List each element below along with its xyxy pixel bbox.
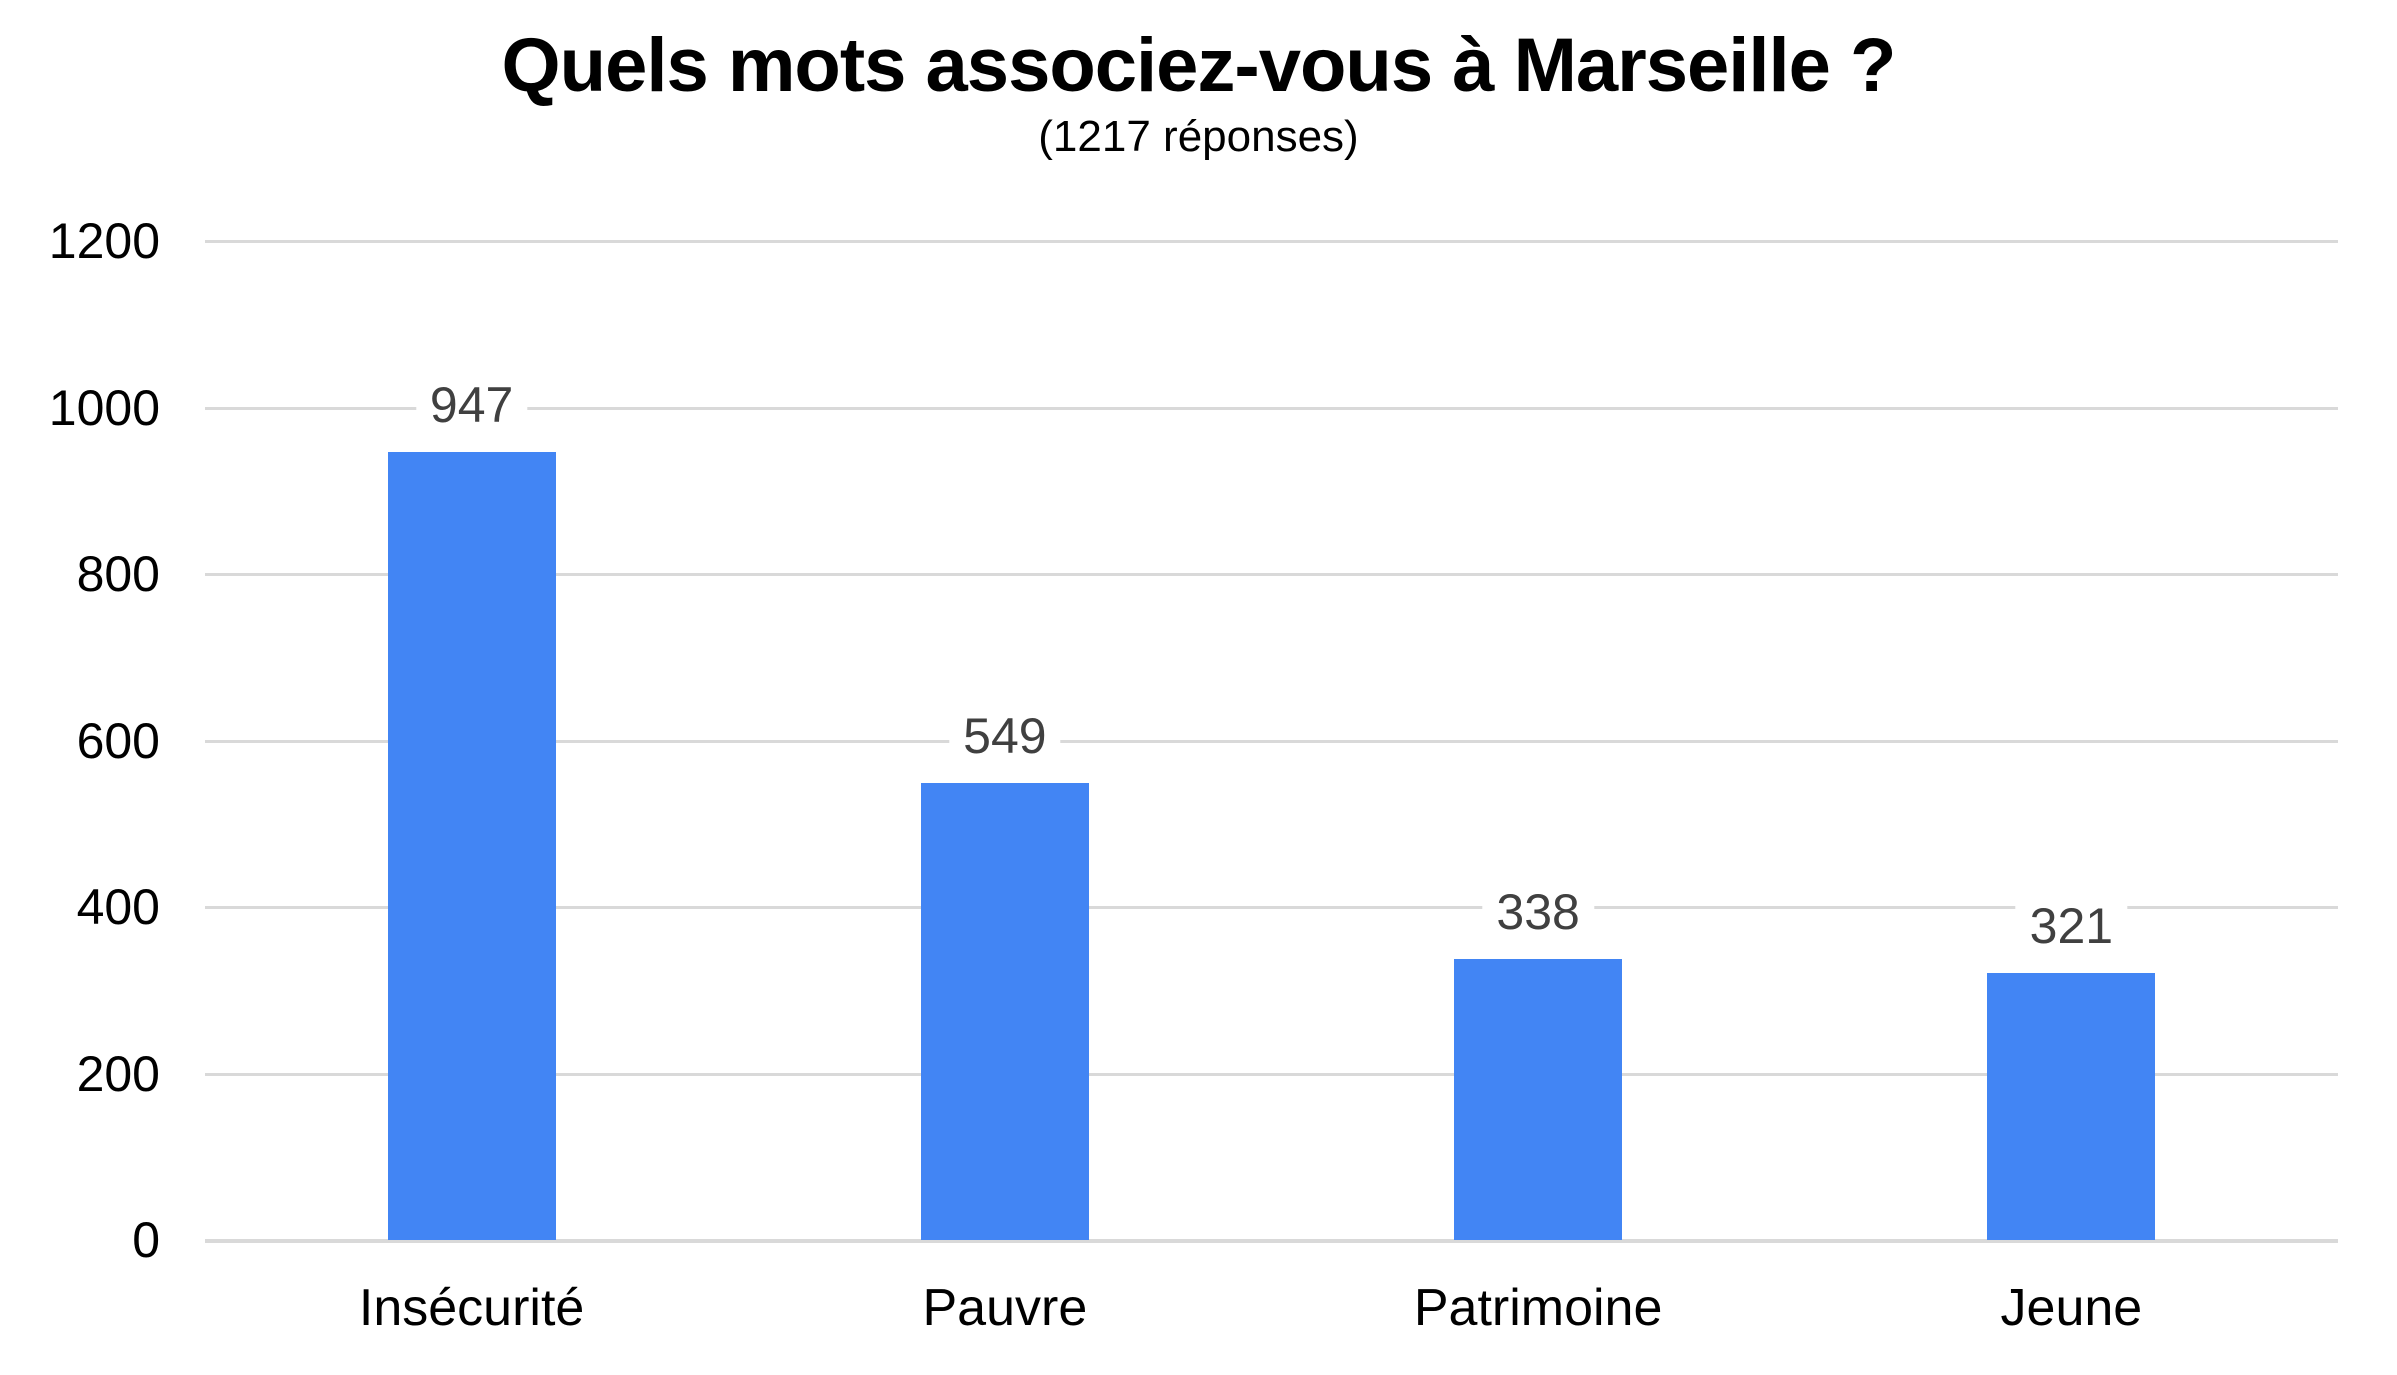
gridline [205,240,2338,243]
y-tick-label: 1000 [48,379,160,436]
y-tick-label: 400 [76,879,160,935]
x-category-label: Patrimoine [1413,1279,1663,1337]
y-tick-label: 1200 [48,213,160,269]
gridline [205,573,2338,576]
gridline [205,1072,2338,1076]
y-tick-label: 200 [76,1045,160,1102]
gridline [205,406,2338,410]
bar [1454,958,1623,1240]
gridline [205,739,2338,743]
y-tick-label: 0 [132,1212,160,1268]
x-axis-baseline [205,1239,2338,1243]
bar-value-label: 338 [1482,886,1594,937]
bar [920,782,1089,1240]
bar [387,451,556,1240]
y-tick-label: 800 [76,546,160,602]
chart-title: Quels mots associez-vous à Marseille ? [501,23,1897,108]
x-category-label: Jeune [2000,1279,2143,1337]
gridline [205,906,2338,909]
x-category-label: Insécurité [358,1279,585,1337]
bar-value-label: 321 [2015,900,2128,951]
bar-value-label: 549 [949,710,1061,761]
bar [1987,972,2156,1240]
x-category-label: Pauvre [922,1279,1088,1337]
chart-subtitle: (1217 réponses) [1038,112,1359,161]
y-tick-label: 600 [76,712,160,769]
bar-value-label: 947 [415,379,528,430]
